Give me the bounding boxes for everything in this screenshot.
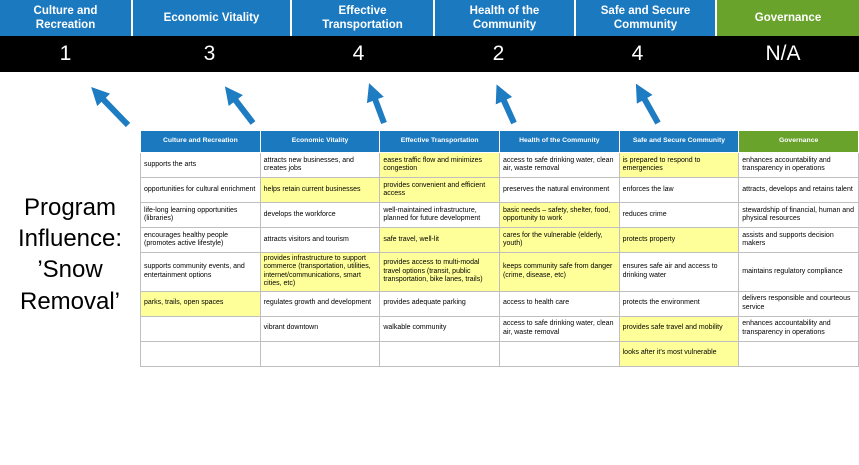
category-governance: Governance (717, 0, 859, 36)
arrow-icon (366, 83, 387, 125)
influence-matrix: Culture and Recreation Economic Vitality E… (140, 130, 859, 367)
table-cell: stewardship of financial, human and phys… (738, 202, 859, 228)
table-row: parks, trails, open spaces regulates grow… (140, 290, 859, 317)
matrix-column-header: Effective Transportation (379, 130, 500, 153)
category-health-community: Health of the Community (435, 0, 574, 36)
table-cell: provides adequate parking (379, 290, 500, 317)
score-economic-vitality: 3 (203, 42, 216, 65)
score-band: 1 3 4 2 4 N/A (0, 36, 859, 72)
table-row: supports community events, and entertain… (140, 252, 859, 292)
table-cell: protects property (618, 227, 740, 253)
table-cell: helps retain current businesses (259, 177, 381, 203)
table-cell: ensures safe air and access to drinking … (618, 252, 740, 292)
score-safe-secure-community: 4 (631, 42, 644, 65)
category-safe-secure-community: Safe and Secure Community (576, 0, 715, 36)
category-effective-transportation: Effective Transportation (292, 0, 433, 36)
arrow-group-icon (91, 83, 661, 128)
table-cell: basic needs – safety, shelter, food, opp… (498, 202, 620, 228)
table-cell: encourages healthy people (promotes acti… (140, 227, 261, 253)
matrix-column-header: Safe and Secure Community (618, 130, 740, 153)
table-cell: provides infrastructure to support comme… (259, 252, 381, 292)
table-cell: reduces crime (618, 202, 740, 228)
category-economic-vitality: Economic Vitality (133, 0, 290, 36)
matrix-head: Culture and Recreation Economic Vitality E… (140, 130, 859, 153)
table-cell: provides safe travel and mobility (618, 315, 740, 342)
table-cell: attracts visitors and tourism (259, 227, 381, 253)
table-cell: walkable community (379, 315, 500, 342)
matrix-column-header: Culture and Recreation (140, 130, 261, 153)
table-row: looks after it's most vulnerable (140, 340, 859, 367)
table-cell: keeps community safe from danger (crime,… (498, 252, 620, 292)
table-cell: vibrant downtown (259, 315, 381, 342)
table-cell (379, 340, 500, 367)
table-cell: attracts, develops and retains talent (738, 177, 859, 203)
category-culture-recreation: Culture and Recreation (0, 0, 131, 36)
table-cell: access to safe drinking water, clean air… (498, 152, 620, 178)
table-cell: eases traffic flow and minimizes congest… (379, 152, 500, 178)
matrix-column-header: Economic Vitality (259, 130, 381, 153)
table-cell (738, 340, 859, 367)
table-cell: life-long learning opportunities (librar… (140, 202, 261, 228)
table-row: opportunities for cultural enrichment hel… (140, 177, 859, 203)
table-cell: delivers responsible and courteous servi… (738, 290, 859, 317)
score-governance: N/A (765, 42, 801, 65)
table-cell: attracts new businesses, and creates job… (259, 152, 381, 178)
matrix-header-row: Culture and Recreation Economic Vitality E… (140, 130, 859, 153)
table-cell: preserves the natural environment (498, 177, 620, 203)
table-row: life-long learning opportunities (librar… (140, 202, 859, 228)
arrow-icon (495, 84, 517, 125)
table-cell: assists and supports decision makers (738, 227, 859, 253)
table-cell: access to health care (498, 290, 620, 317)
table-row: supports the arts attracts new businesses… (140, 152, 859, 178)
table-cell: maintains regulatory compliance (738, 252, 859, 292)
table-cell: looks after it's most vulnerable (618, 340, 740, 367)
table-cell: well-maintained infrastructure, planned … (379, 202, 500, 228)
arrow-icon (91, 86, 131, 128)
table-cell: safe travel, well-lit (379, 227, 500, 253)
table-cell: regulates growth and development (259, 290, 381, 317)
table-cell: enhances accountability and transparency… (738, 315, 859, 342)
table-cell: develops the workforce (259, 202, 381, 228)
arrow-icon (635, 83, 661, 125)
table-cell: enhances accountability and transparency… (738, 152, 859, 178)
table-cell: enforces the law (618, 177, 740, 203)
table-cell: provides access to multi-modal travel op… (379, 252, 500, 292)
table-row: encourages healthy people (promotes acti… (140, 227, 859, 253)
table-cell: is prepared to respond to emergencies (618, 152, 740, 178)
matrix-column-header: Health of the Community (498, 130, 620, 153)
score-health-community: 2 (492, 42, 505, 65)
table-cell (259, 340, 381, 367)
matrix-column-header: Governance (738, 130, 859, 153)
table-cell: supports the arts (140, 152, 261, 178)
score-culture-recreation: 1 (59, 42, 72, 65)
table-cell: access to safe drinking water, clean air… (498, 315, 620, 342)
score-effective-transportation: 4 (352, 42, 365, 65)
table-cell: provides convenient and efficient access (379, 177, 500, 203)
category-header-band: Culture and Recreation Economic Vitality… (0, 0, 859, 36)
program-influence-label: Program Influence: ’Snow Removal’ (17, 194, 123, 315)
table-cell (498, 340, 620, 367)
table-cell: protects the environment (618, 290, 740, 317)
table-cell: cares for the vulnerable (elderly, youth… (498, 227, 620, 253)
table-row: vibrant downtown walkable community access… (140, 315, 859, 342)
table-cell: supports community events, and entertain… (140, 252, 261, 292)
table-cell (140, 340, 261, 367)
matrix-body: supports the arts attracts new businesses… (140, 152, 859, 367)
table-cell (140, 315, 261, 342)
table-cell: opportunities for cultural enrichment (140, 177, 261, 203)
table-cell: parks, trails, open spaces (140, 290, 261, 317)
arrow-icon (224, 86, 256, 125)
